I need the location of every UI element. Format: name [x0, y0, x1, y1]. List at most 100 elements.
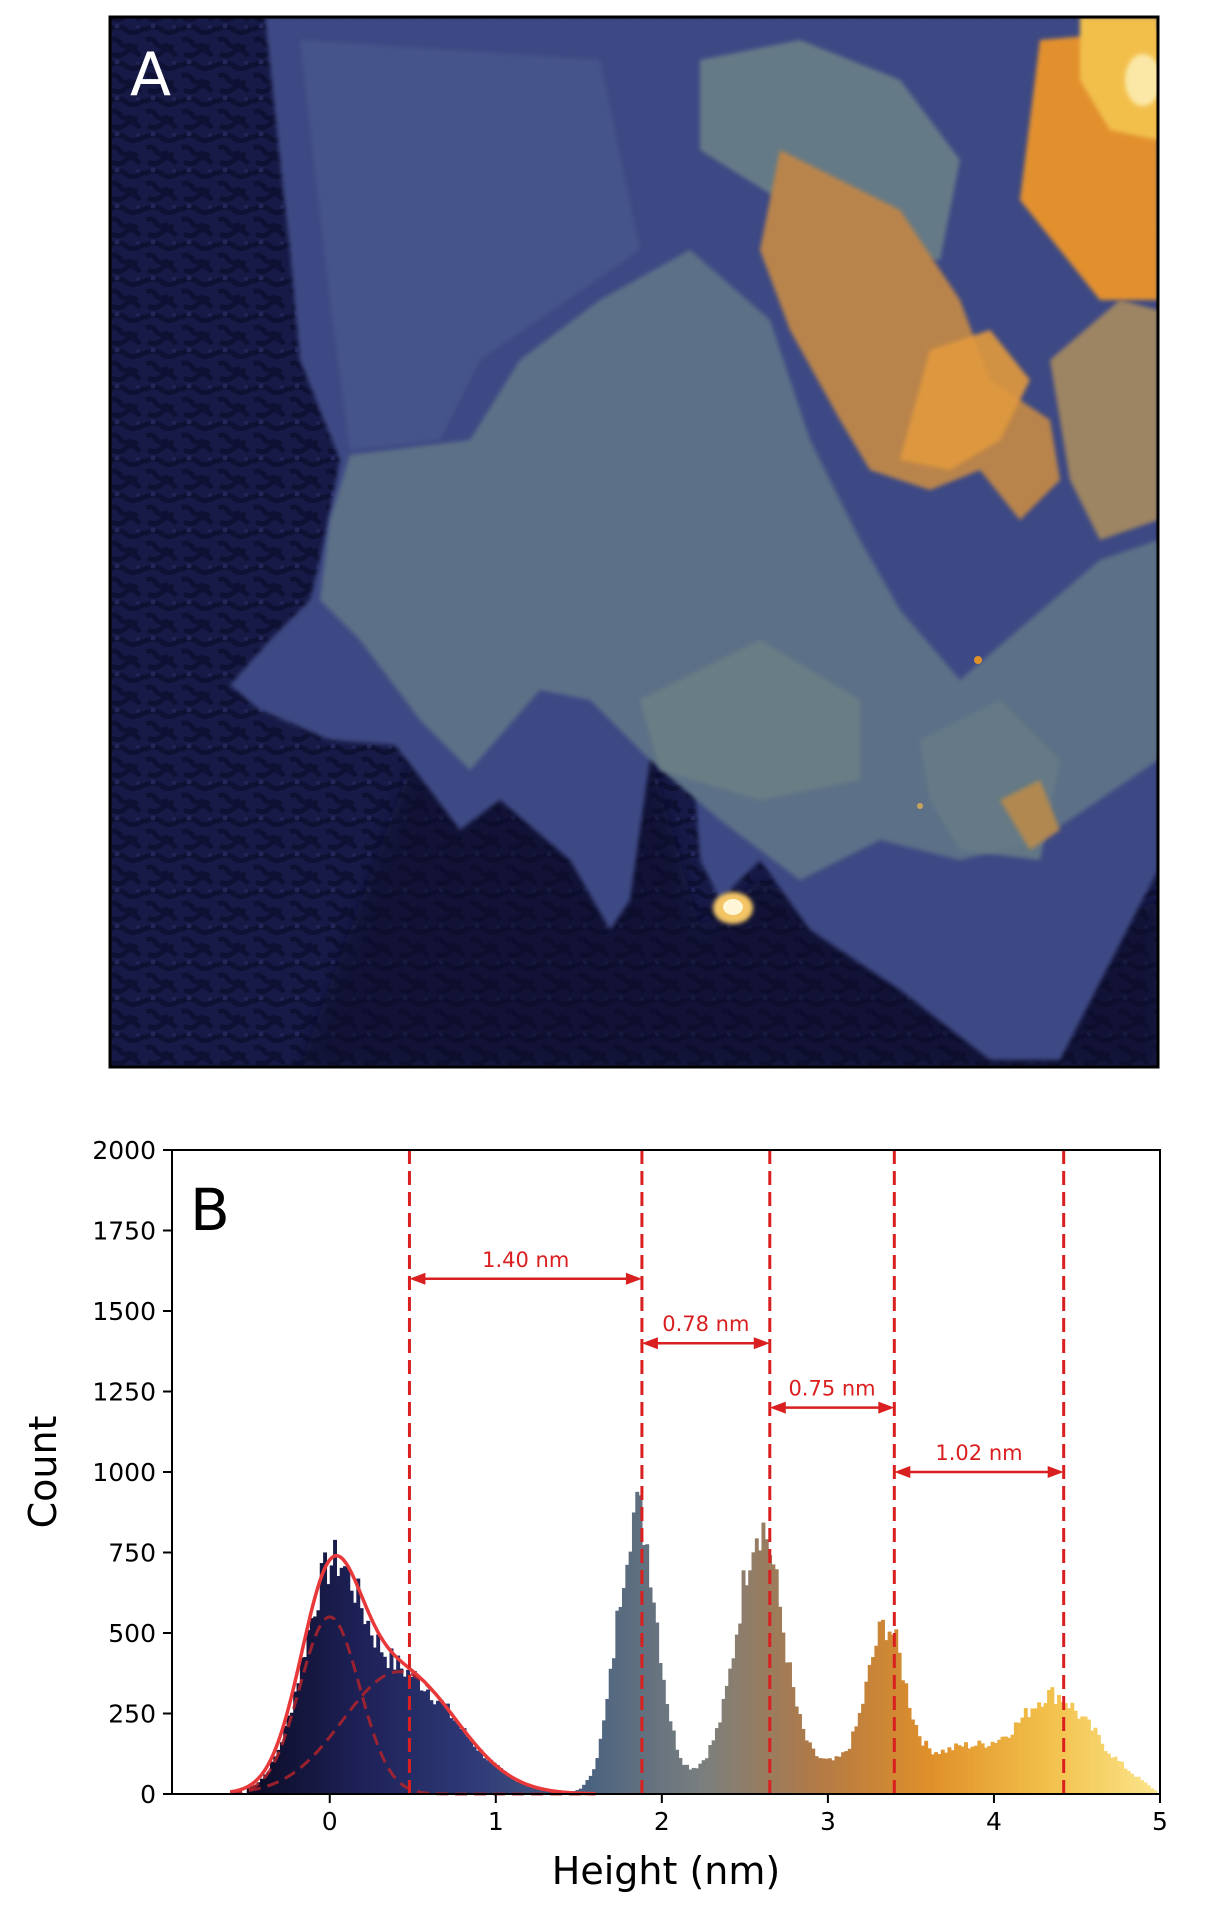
y-tick-label: 1000: [92, 1458, 156, 1487]
histogram-bar: [831, 1760, 836, 1794]
histogram-bar: [625, 1564, 630, 1794]
height-histogram-chart: 1.40 nm 0.78 nm 0.75 nm 1.02 nm 0 1 2 3 4 5 0 250…: [21, 1136, 1168, 1893]
y-axis-label: Count: [21, 1416, 65, 1529]
histogram-bar: [774, 1569, 779, 1794]
histogram-bar: [512, 1778, 517, 1794]
histogram-bar: [964, 1742, 968, 1794]
histogram-bar: [1080, 1716, 1085, 1794]
histogram-bar: [977, 1740, 982, 1794]
histogram-bar: [426, 1689, 430, 1794]
histogram-bar: [1013, 1722, 1018, 1794]
histogram-bar: [711, 1740, 716, 1794]
histogram-bar: [1093, 1727, 1098, 1794]
x-tick-label: 4: [986, 1807, 1002, 1836]
histogram-bar: [1090, 1730, 1095, 1794]
histogram-bar: [758, 1550, 763, 1794]
histogram-bar: [761, 1522, 766, 1794]
histogram-bar: [283, 1725, 288, 1794]
histogram-bar: [804, 1740, 809, 1794]
histogram-bar: [538, 1789, 543, 1794]
histogram-bar: [631, 1512, 636, 1794]
histogram-bar: [764, 1539, 769, 1794]
histogram-bar: [296, 1683, 301, 1794]
x-tick-label: 3: [820, 1807, 836, 1836]
histogram-bar: [794, 1706, 799, 1794]
histogram-bar: [817, 1758, 822, 1794]
histogram-bar: [768, 1555, 773, 1794]
histogram-bar: [655, 1622, 660, 1794]
histogram-bar: [947, 1747, 952, 1794]
histogram-bar: [595, 1758, 600, 1794]
histogram-bar: [970, 1746, 975, 1794]
histogram-bar: [1143, 1782, 1148, 1794]
histogram-bar: [382, 1656, 387, 1794]
histogram-bar: [286, 1715, 291, 1794]
histogram-bar: [1130, 1773, 1135, 1794]
histogram-bar: [412, 1670, 417, 1794]
histogram-bar: [419, 1690, 424, 1794]
histogram-bar: [881, 1619, 885, 1794]
histogram-bar: [807, 1742, 812, 1794]
measurement-label: 0.78 nm: [662, 1312, 749, 1336]
histogram-bar: [396, 1655, 401, 1794]
histogram-bar: [592, 1769, 597, 1794]
histogram-bar: [891, 1634, 895, 1794]
histogram-bar: [705, 1758, 709, 1794]
histogram-bar: [1120, 1761, 1125, 1794]
histogram-bar: [668, 1721, 673, 1794]
histogram-bar: [930, 1754, 935, 1794]
histogram-bar: [811, 1748, 816, 1794]
histogram-bar: [313, 1616, 318, 1794]
histogram-bar: [1070, 1702, 1075, 1794]
histogram-bar: [1106, 1753, 1111, 1794]
histogram-bar: [1003, 1736, 1008, 1794]
histogram-bar: [940, 1749, 945, 1794]
measurement-label: 1.02 nm: [935, 1441, 1022, 1465]
histogram-bar: [339, 1567, 344, 1794]
histogram-bar: [612, 1658, 616, 1794]
histogram-bar: [698, 1763, 703, 1794]
fit-component-curve: [230, 1670, 596, 1796]
histogram-bar: [279, 1742, 284, 1794]
histogram-bar: [465, 1736, 470, 1794]
histogram-bar: [671, 1730, 676, 1794]
histogram-bar: [598, 1738, 603, 1794]
arrow-head-left: [409, 1272, 426, 1285]
histogram-bar: [535, 1787, 540, 1794]
panel-b-label: B: [190, 1176, 230, 1244]
arrow-head-right: [753, 1337, 770, 1350]
flake-second-layer: [320, 250, 1158, 880]
histogram-bar: [309, 1618, 314, 1794]
histogram-bar: [1053, 1703, 1058, 1794]
histogram-bar: [1033, 1708, 1038, 1794]
histogram-bar: [505, 1773, 510, 1794]
histogram-bar: [784, 1662, 789, 1794]
x-axis-ticks: 0 1 2 3 4 5: [322, 1794, 1168, 1836]
histogram-bar: [937, 1754, 942, 1794]
x-axis-label: Height (nm): [552, 1849, 780, 1893]
histogram-bar: [422, 1691, 427, 1794]
histogram-bar: [897, 1652, 902, 1794]
histogram-bar: [824, 1758, 829, 1794]
histogram-bar: [416, 1676, 421, 1794]
histogram-bar: [263, 1774, 268, 1794]
histogram-bar: [489, 1760, 494, 1794]
histogram-bar: [618, 1606, 623, 1794]
histogram-bar: [432, 1704, 437, 1794]
histogram-bar: [266, 1771, 271, 1794]
x-tick-label: 5: [1152, 1807, 1168, 1836]
arrow-head-left: [641, 1337, 658, 1350]
histogram-bar: [861, 1703, 866, 1794]
histogram-bar: [801, 1728, 806, 1794]
histogram-bar: [1140, 1780, 1144, 1794]
histogram-bar: [900, 1680, 905, 1794]
histogram-bar: [1126, 1770, 1131, 1794]
histogram-bar: [462, 1728, 467, 1794]
histogram-bar: [678, 1758, 683, 1794]
histogram-bar: [708, 1745, 713, 1794]
arrow-head-right: [1047, 1466, 1064, 1478]
arrow-head-left: [894, 1466, 911, 1478]
histogram-bar: [983, 1747, 988, 1794]
histogram-bar: [622, 1588, 626, 1794]
